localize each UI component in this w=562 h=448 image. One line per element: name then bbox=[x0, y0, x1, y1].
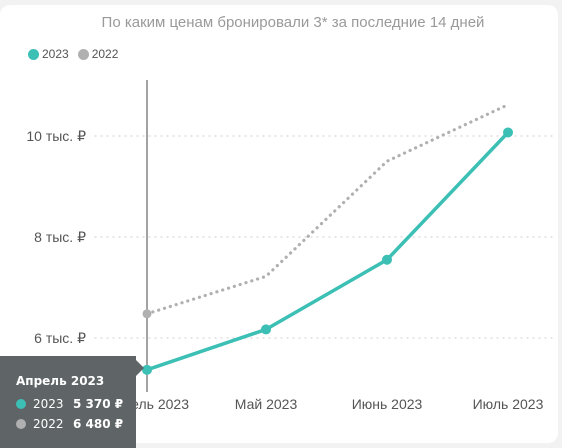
tooltip-row-2022: 2022 6 480 ₽ bbox=[16, 417, 123, 431]
tooltip-dot-icon bbox=[16, 419, 26, 429]
legend: 2023 2022 bbox=[28, 47, 118, 61]
tooltip-dot-icon bbox=[16, 399, 26, 409]
x-tick-label: Май 2023 bbox=[235, 396, 298, 412]
series-line-2022 bbox=[145, 103, 510, 316]
x-tick-label: ель 2023 bbox=[131, 396, 189, 412]
y-tick-label: 8 тыс. ₽ bbox=[34, 229, 86, 245]
chart-title: По каким ценам бронировали 3* за последн… bbox=[101, 14, 485, 31]
y-tick-label: 10 тыс. ₽ bbox=[26, 128, 86, 144]
tooltip-value: 6 480 ₽ bbox=[73, 417, 124, 431]
tooltip-title: Апрель 2023 bbox=[16, 374, 105, 388]
series-line-2023 bbox=[145, 130, 510, 372]
point-2022 bbox=[142, 309, 152, 319]
point-2023 bbox=[503, 127, 513, 138]
point-2023 bbox=[142, 364, 152, 375]
x-tick-label: Июль 2023 bbox=[473, 396, 544, 412]
tooltip-row-2023: 2023 5 370 ₽ bbox=[16, 397, 123, 411]
legend-label: 2022 bbox=[91, 47, 119, 61]
point-2023 bbox=[261, 324, 271, 335]
tooltip-value: 5 370 ₽ bbox=[73, 397, 124, 411]
point-2023 bbox=[382, 254, 392, 265]
x-tick-label: Июнь 2023 bbox=[352, 396, 423, 412]
legend-item-2022[interactable]: 2022 bbox=[77, 47, 119, 61]
legend-dot-icon bbox=[77, 48, 89, 60]
legend-item-2023[interactable]: 2023 bbox=[28, 47, 69, 61]
y-tick-label: 6 тыс. ₽ bbox=[34, 330, 86, 346]
legend-label: 2023 bbox=[42, 47, 69, 61]
legend-dot-icon bbox=[28, 48, 39, 60]
tooltip-series: 2023 bbox=[33, 397, 64, 411]
tooltip-series: 2022 bbox=[33, 417, 64, 431]
tooltip: Апрель 2023 2023 5 370 ₽ 2022 6 480 ₽ bbox=[0, 356, 144, 448]
